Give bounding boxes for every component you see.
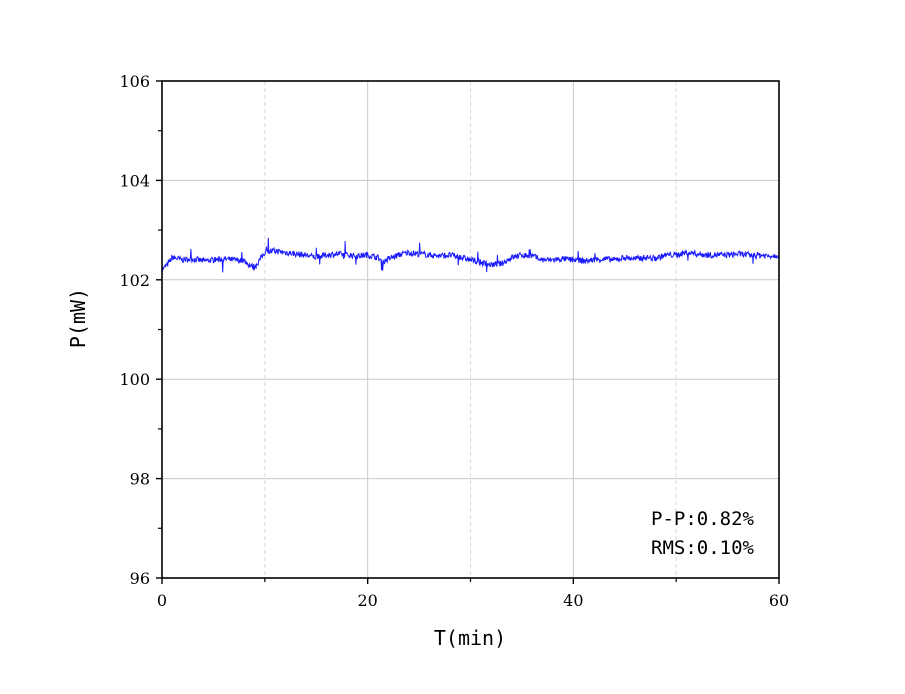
x-tick-label: 0 — [157, 591, 167, 610]
x-tick-label: 40 — [563, 591, 583, 610]
y-tick-label: 104 — [119, 171, 150, 190]
x-axis-title: T(min) — [434, 626, 506, 650]
series-line-group — [161, 237, 780, 273]
series-line-0 — [161, 237, 780, 273]
y-tick-label: 100 — [119, 370, 150, 389]
y-tick-label: 102 — [119, 271, 150, 290]
axes — [156, 80, 780, 584]
x-tick-label: 60 — [769, 591, 789, 610]
annotation-rms: RMS:0.10% — [651, 537, 755, 559]
y-tick-label: 98 — [130, 470, 150, 489]
annotation-peak-to-peak: P-P:0.82% — [651, 508, 755, 530]
y-tick-label: 106 — [119, 72, 150, 91]
y-tick-label: 96 — [130, 569, 150, 588]
grid — [162, 81, 779, 578]
x-tick-label: 20 — [357, 591, 377, 610]
tick-labels: 0 20 40 60 96 98 100 102 104 106 — [119, 72, 789, 610]
y-axis-title: P(mW) — [66, 288, 90, 348]
